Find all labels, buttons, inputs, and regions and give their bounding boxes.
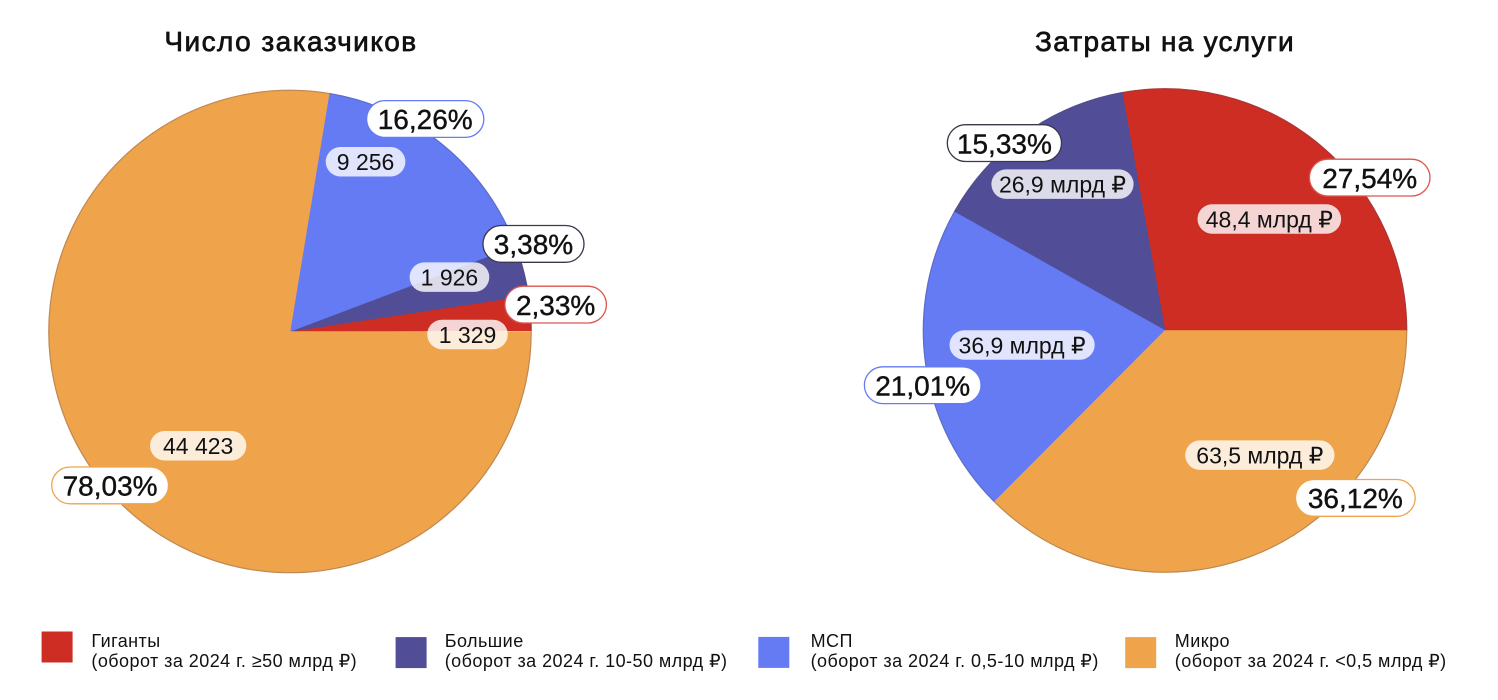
svg-text:21,01%: 21,01% <box>875 370 970 401</box>
svg-text:МСП: МСП <box>811 631 853 651</box>
svg-text:3,38%: 3,38% <box>494 229 573 260</box>
svg-text:44 423: 44 423 <box>163 433 233 459</box>
svg-text:(оборот за 2024 г. ≥50 млрд ₽): (оборот за 2024 г. ≥50 млрд ₽) <box>91 651 357 671</box>
svg-text:Большие: Большие <box>445 631 524 651</box>
svg-text:63,5 млрд ₽: 63,5 млрд ₽ <box>1196 443 1323 469</box>
svg-text:78,03%: 78,03% <box>63 471 158 502</box>
svg-text:Число заказчиков: Число заказчиков <box>164 26 417 57</box>
svg-text:Гиганты: Гиганты <box>91 631 160 651</box>
svg-text:1 926: 1 926 <box>421 265 479 291</box>
svg-text:Затраты на услуги: Затраты на услуги <box>1035 26 1295 57</box>
svg-text:2,33%: 2,33% <box>516 290 595 321</box>
svg-text:15,33%: 15,33% <box>957 128 1052 159</box>
svg-text:(оборот за 2024 г. <0,5 млрд ₽: (оборот за 2024 г. <0,5 млрд ₽) <box>1175 651 1447 671</box>
svg-text:Микро: Микро <box>1175 631 1230 651</box>
svg-text:1 329: 1 329 <box>439 322 497 348</box>
svg-text:36,9 млрд ₽: 36,9 млрд ₽ <box>959 332 1086 358</box>
svg-text:26,9 млрд ₽: 26,9 млрд ₽ <box>999 172 1126 198</box>
svg-text:48,4 млрд ₽: 48,4 млрд ₽ <box>1206 206 1333 232</box>
svg-text:27,54%: 27,54% <box>1322 163 1417 194</box>
svg-text:36,12%: 36,12% <box>1308 483 1403 514</box>
svg-text:16,26%: 16,26% <box>378 104 473 135</box>
svg-text:(оборот за 2024 г. 0,5-10 млрд: (оборот за 2024 г. 0,5-10 млрд ₽) <box>811 651 1099 671</box>
svg-text:9 256: 9 256 <box>337 149 395 175</box>
svg-text:(оборот за 2024 г. 10-50 млрд: (оборот за 2024 г. 10-50 млрд ₽) <box>445 651 728 671</box>
